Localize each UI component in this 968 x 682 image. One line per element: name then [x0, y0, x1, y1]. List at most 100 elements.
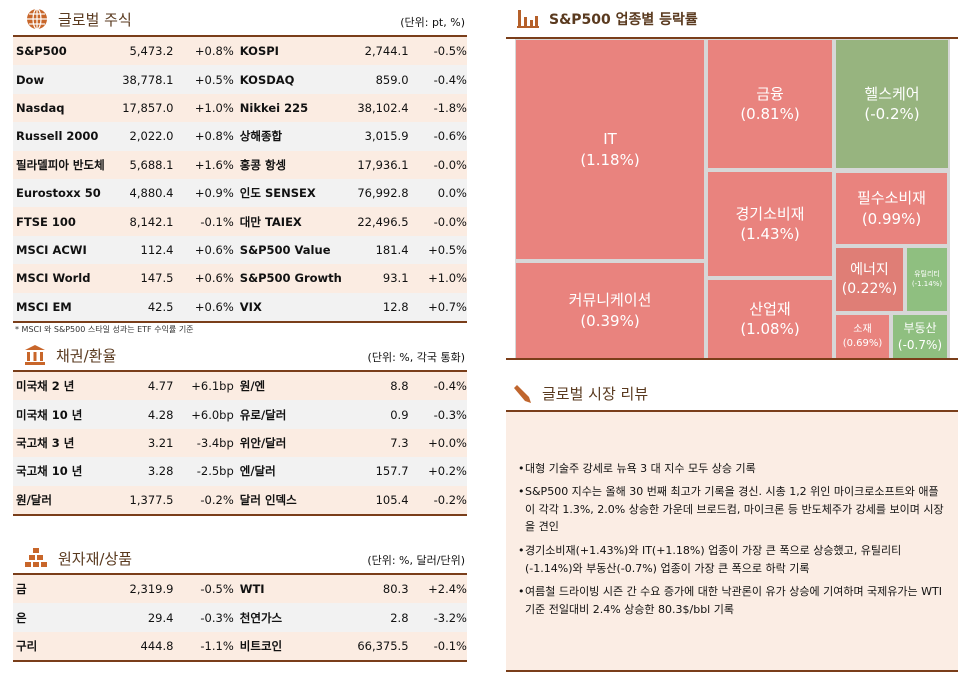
change-cell: -0.3%	[200, 610, 234, 625]
name-cell: Russell 2000	[16, 129, 99, 144]
commodities-header: 원자재/상품	[24, 547, 132, 569]
review-title: 글로벌 시장 리뷰	[542, 385, 649, 403]
sector-change: (0.81%)	[740, 105, 800, 123]
value-cell: 29.4	[147, 610, 174, 625]
value-cell: 147.5	[140, 271, 174, 286]
change-2-cell: -0.4%	[433, 379, 467, 394]
treemap-cell: 필수소비재 (0.99%)	[835, 172, 948, 245]
sector-change: (1.43%)	[740, 225, 800, 243]
table-row: Eurostoxx 50 4,880.4 +0.9% 인도 SENSEX 76,992.…	[13, 178, 467, 208]
treemap-cell: 경기소비재 (1.43%)	[707, 171, 833, 277]
change-2-cell: -0.0%	[433, 214, 467, 229]
change-cell: +6.1bp	[191, 379, 234, 394]
value-2-cell: 8.8	[390, 379, 409, 394]
value-cell: 5,688.1	[129, 157, 174, 172]
change-2-cell: -0.3%	[433, 407, 467, 422]
review-bullet: • 여름철 드라이빙 시즌 간 수요 증가에 대한 낙관론이 유가 상승에 기여하…	[518, 585, 942, 616]
change-2-cell: -0.2%	[433, 492, 467, 507]
change-cell: -1.1%	[200, 638, 234, 653]
bonds-fx-header: 채권/환율	[24, 344, 116, 366]
value-cell: 8,142.1	[129, 214, 174, 229]
review-bullet: • 대형 기술주 강세로 뉴욕 3 대 지수 모두 상승 기록	[518, 462, 756, 475]
value-2-cell: 105.4	[375, 492, 409, 507]
sector-change: (1.18%)	[580, 150, 640, 169]
name-2-cell: KOSPI	[239, 44, 279, 59]
value-2-cell: 157.7	[375, 464, 409, 479]
table-row: 미국채 2 년 4.77 +6.1bp 원/엔 8.8 -0.4%	[13, 372, 467, 401]
sector-change: (0.99%)	[861, 209, 922, 228]
name-2-cell: 상해종합	[239, 129, 283, 144]
sector-change: (-0.2%)	[864, 105, 920, 123]
name-2-cell: 원/엔	[239, 379, 266, 394]
divider	[13, 514, 467, 516]
name-2-cell: 달러 인덱스	[239, 492, 297, 507]
name-cell: Dow	[16, 72, 45, 87]
change-2-cell: -0.5%	[433, 44, 467, 59]
divider	[13, 321, 467, 323]
change-cell: +0.6%	[194, 242, 234, 257]
sector-change: (-0.7%)	[897, 337, 943, 352]
table-row: 은 29.4 -0.3% 천연가스 2.8 -3.2%	[13, 603, 467, 632]
name-2-cell: WTI	[239, 582, 265, 597]
bonds-fx-table: 미국채 2 년 4.77 +6.1bp 원/엔 8.8 -0.4% 미국채 10 년 4.28…	[13, 372, 467, 514]
global-stocks-unit: (단위: pt, %)	[400, 16, 465, 29]
divider	[13, 660, 467, 662]
treemap-cell: 산업재 (1.08%)	[707, 279, 833, 359]
name-cell: 미국채 10 년	[16, 407, 83, 422]
table-row: 미국채 10 년 4.28 +6.0bp 유로/달러 0.9 -0.3%	[13, 400, 467, 429]
name-cell: MSCI EM	[16, 299, 72, 314]
value-2-cell: 76,992.8	[357, 186, 409, 201]
value-2-cell: 12.8	[382, 299, 409, 314]
change-cell: -0.2%	[200, 492, 234, 507]
name-2-cell: S&P500 Value	[239, 242, 331, 257]
commodities-title: 원자재/상품	[58, 549, 133, 568]
change-cell: +0.9%	[194, 186, 234, 201]
value-cell: 4.77	[147, 379, 174, 394]
value-cell: 4.28	[147, 407, 174, 422]
sector-name: 금융	[756, 84, 784, 103]
value-cell: 4,880.4	[129, 186, 174, 201]
change-cell: +1.6%	[194, 157, 234, 172]
divider	[13, 35, 467, 37]
change-cell: +0.5%	[194, 72, 234, 87]
bonds-fx-title: 채권/환율	[56, 346, 117, 365]
name-2-cell: S&P500 Growth	[239, 271, 342, 286]
bonds-fx-unit: (단위: %, 각국 통화)	[367, 351, 465, 364]
table-row: 금 2,319.9 -0.5% WTI 80.3 +2.4%	[13, 575, 467, 604]
divider	[506, 358, 958, 360]
value-2-cell: 7.3	[390, 435, 409, 450]
value-cell: 2,022.0	[129, 129, 174, 144]
value-2-cell: 181.4	[375, 242, 409, 257]
table-row: Russell 2000 2,022.0 +0.8% 상해종합 3,015.9 -0.6%	[13, 122, 467, 151]
treemap-cell: 금융 (0.81%)	[707, 39, 833, 169]
treemap-title: S&P500 업종별 등락률	[549, 12, 698, 28]
sector-change: (-1.14%)	[911, 279, 943, 288]
change-cell: +6.0bp	[191, 407, 234, 422]
sector-name: IT	[603, 130, 617, 149]
divider	[506, 37, 958, 39]
value-cell: 444.8	[140, 638, 174, 653]
value-2-cell: 859.0	[375, 72, 409, 87]
table-row: 국고채 3 년 3.21 -3.4bp 위안/달러 7.3 +0.0%	[13, 428, 467, 458]
table-row: Dow 38,778.1 +0.5% KOSDAQ 859.0 -0.4%	[13, 65, 467, 94]
name-cell: 미국채 2 년	[16, 379, 75, 394]
table-row: 국고채 10 년 3.28 -2.5bp 엔/달러 157.7 +0.2%	[13, 457, 467, 486]
change-cell: -0.5%	[200, 582, 234, 597]
value-2-cell: 0.9	[390, 407, 409, 422]
value-cell: 2,319.9	[129, 582, 174, 597]
commodities-unit: (단위: %, 달러/단위)	[367, 554, 465, 567]
value-2-cell: 17,936.1	[357, 157, 409, 172]
name-cell: 구리	[16, 638, 38, 653]
change-cell: -3.4bp	[196, 435, 234, 450]
name-cell: 국고채 3 년	[16, 435, 75, 450]
sector-name: 에너지	[850, 261, 889, 278]
name-2-cell: 천연가스	[239, 610, 283, 625]
value-2-cell: 93.1	[382, 271, 409, 286]
name-2-cell: Nikkei 225	[239, 100, 309, 115]
value-cell: 42.5	[147, 299, 174, 314]
treemap-cell: 에너지 (0.22%)	[835, 247, 904, 312]
change-2-cell: -0.1%	[433, 638, 467, 653]
global-stocks-title: 글로벌 주식	[58, 10, 132, 29]
name-cell: 금	[16, 582, 27, 597]
name-2-cell: 엔/달러	[239, 464, 276, 479]
